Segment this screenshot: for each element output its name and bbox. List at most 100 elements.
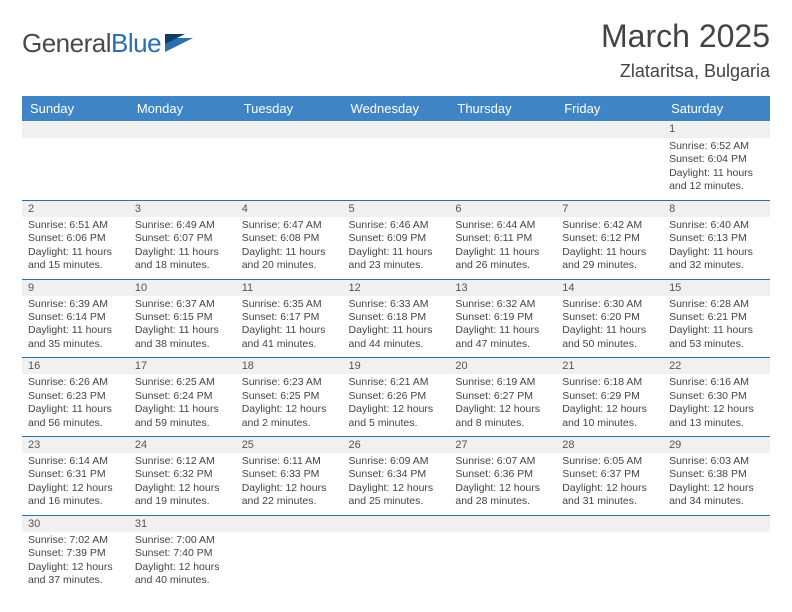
day-number: 2 <box>22 201 129 217</box>
month-title: March 2025 <box>601 18 770 55</box>
sunrise-text: Sunrise: 6:28 AM <box>669 298 764 311</box>
daylight-text: Daylight: 11 hours and 53 minutes. <box>669 324 764 351</box>
day-detail: Sunrise: 6:42 AMSunset: 6:12 PMDaylight:… <box>556 217 663 279</box>
sunrise-text: Sunrise: 6:03 AM <box>669 455 764 468</box>
day-detail: Sunrise: 6:37 AMSunset: 6:15 PMDaylight:… <box>129 296 236 358</box>
day-number: 1 <box>663 121 770 138</box>
sunrise-text: Sunrise: 6:52 AM <box>669 140 764 153</box>
day-number-empty <box>343 516 450 532</box>
sunset-text: Sunset: 6:14 PM <box>28 311 123 324</box>
day-number: 7 <box>556 201 663 217</box>
daylight-text: Daylight: 11 hours and 12 minutes. <box>669 167 764 194</box>
day-number-empty <box>663 516 770 532</box>
daylight-text: Daylight: 12 hours and 40 minutes. <box>135 561 230 588</box>
day-number: 4 <box>236 201 343 217</box>
calendar-cell: 3Sunrise: 6:49 AMSunset: 6:07 PMDaylight… <box>129 200 236 279</box>
calendar-cell-empty <box>343 515 450 593</box>
day-number-empty <box>236 121 343 138</box>
calendar-cell-empty <box>22 121 129 200</box>
sunset-text: Sunset: 6:15 PM <box>135 311 230 324</box>
day-detail: Sunrise: 6:23 AMSunset: 6:25 PMDaylight:… <box>236 374 343 436</box>
calendar-header-row: SundayMondayTuesdayWednesdayThursdayFrid… <box>22 96 770 121</box>
day-number: 18 <box>236 358 343 374</box>
daylight-text: Daylight: 12 hours and 2 minutes. <box>242 403 337 430</box>
calendar-cell-empty <box>343 121 450 200</box>
daylight-text: Daylight: 12 hours and 8 minutes. <box>455 403 550 430</box>
day-number: 16 <box>22 358 129 374</box>
calendar-cell: 19Sunrise: 6:21 AMSunset: 6:26 PMDayligh… <box>343 358 450 437</box>
day-detail: Sunrise: 6:21 AMSunset: 6:26 PMDaylight:… <box>343 374 450 436</box>
day-detail: Sunrise: 6:07 AMSunset: 6:36 PMDaylight:… <box>449 453 556 515</box>
day-number: 22 <box>663 358 770 374</box>
day-detail: Sunrise: 6:18 AMSunset: 6:29 PMDaylight:… <box>556 374 663 436</box>
daylight-text: Daylight: 12 hours and 28 minutes. <box>455 482 550 509</box>
calendar-body: 1Sunrise: 6:52 AMSunset: 6:04 PMDaylight… <box>22 121 770 594</box>
sunset-text: Sunset: 6:18 PM <box>349 311 444 324</box>
day-number: 29 <box>663 437 770 453</box>
sunrise-text: Sunrise: 6:40 AM <box>669 219 764 232</box>
daylight-text: Daylight: 12 hours and 34 minutes. <box>669 482 764 509</box>
sunset-text: Sunset: 6:09 PM <box>349 232 444 245</box>
sunset-text: Sunset: 6:11 PM <box>455 232 550 245</box>
day-detail: Sunrise: 6:52 AMSunset: 6:04 PMDaylight:… <box>663 138 770 200</box>
day-number: 13 <box>449 280 556 296</box>
day-detail: Sunrise: 6:33 AMSunset: 6:18 PMDaylight:… <box>343 296 450 358</box>
calendar-cell-empty <box>449 515 556 593</box>
daylight-text: Daylight: 11 hours and 32 minutes. <box>669 246 764 273</box>
day-number: 15 <box>663 280 770 296</box>
sunset-text: Sunset: 6:32 PM <box>135 468 230 481</box>
sunset-text: Sunset: 7:39 PM <box>28 547 123 560</box>
daylight-text: Daylight: 12 hours and 31 minutes. <box>562 482 657 509</box>
sunset-text: Sunset: 6:26 PM <box>349 390 444 403</box>
day-number-empty <box>343 121 450 138</box>
daylight-text: Daylight: 11 hours and 29 minutes. <box>562 246 657 273</box>
sunset-text: Sunset: 6:31 PM <box>28 468 123 481</box>
sunrise-text: Sunrise: 6:47 AM <box>242 219 337 232</box>
day-number: 11 <box>236 280 343 296</box>
page-header: GeneralBlue March 2025 Zlataritsa, Bulga… <box>22 18 770 82</box>
calendar-cell: 22Sunrise: 6:16 AMSunset: 6:30 PMDayligh… <box>663 358 770 437</box>
daylight-text: Daylight: 11 hours and 59 minutes. <box>135 403 230 430</box>
sunrise-text: Sunrise: 6:44 AM <box>455 219 550 232</box>
weekday-header: Sunday <box>22 96 129 121</box>
sunset-text: Sunset: 6:34 PM <box>349 468 444 481</box>
day-number: 30 <box>22 516 129 532</box>
sunrise-text: Sunrise: 7:02 AM <box>28 534 123 547</box>
calendar-cell: 20Sunrise: 6:19 AMSunset: 6:27 PMDayligh… <box>449 358 556 437</box>
day-detail: Sunrise: 6:19 AMSunset: 6:27 PMDaylight:… <box>449 374 556 436</box>
calendar-cell: 26Sunrise: 6:09 AMSunset: 6:34 PMDayligh… <box>343 437 450 516</box>
calendar-cell: 29Sunrise: 6:03 AMSunset: 6:38 PMDayligh… <box>663 437 770 516</box>
calendar-cell: 30 Sunrise: 7:02 AMSunset: 7:39 PMDayligh… <box>22 515 129 593</box>
day-number-empty <box>556 516 663 532</box>
sunset-text: Sunset: 6:17 PM <box>242 311 337 324</box>
daylight-text: Daylight: 11 hours and 15 minutes. <box>28 246 123 273</box>
sunset-text: Sunset: 6:19 PM <box>455 311 550 324</box>
day-detail: Sunrise: 6:44 AMSunset: 6:11 PMDaylight:… <box>449 217 556 279</box>
daylight-text: Daylight: 12 hours and 37 minutes. <box>28 561 123 588</box>
calendar-cell: 23Sunrise: 6:14 AMSunset: 6:31 PMDayligh… <box>22 437 129 516</box>
day-number: 26 <box>343 437 450 453</box>
daylight-text: Daylight: 11 hours and 56 minutes. <box>28 403 123 430</box>
sunrise-text: Sunrise: 6:37 AM <box>135 298 230 311</box>
weekday-header: Wednesday <box>343 96 450 121</box>
day-number: 19 <box>343 358 450 374</box>
calendar-cell: 1Sunrise: 6:52 AMSunset: 6:04 PMDaylight… <box>663 121 770 200</box>
day-number-empty <box>236 516 343 532</box>
calendar-week-row: 9Sunrise: 6:39 AMSunset: 6:14 PMDaylight… <box>22 279 770 358</box>
day-number: 3 <box>129 201 236 217</box>
sunset-text: Sunset: 6:33 PM <box>242 468 337 481</box>
day-detail: Sunrise: 6:05 AMSunset: 6:37 PMDaylight:… <box>556 453 663 515</box>
day-detail: Sunrise: 6:32 AMSunset: 6:19 PMDaylight:… <box>449 296 556 358</box>
daylight-text: Daylight: 12 hours and 5 minutes. <box>349 403 444 430</box>
day-number: 21 <box>556 358 663 374</box>
day-detail: Sunrise: 6:11 AMSunset: 6:33 PMDaylight:… <box>236 453 343 515</box>
calendar-cell: 17Sunrise: 6:25 AMSunset: 6:24 PMDayligh… <box>129 358 236 437</box>
location-subtitle: Zlataritsa, Bulgaria <box>601 61 770 82</box>
calendar-cell: 4Sunrise: 6:47 AMSunset: 6:08 PMDaylight… <box>236 200 343 279</box>
sunrise-text: Sunrise: 6:18 AM <box>562 376 657 389</box>
sunset-text: Sunset: 6:27 PM <box>455 390 550 403</box>
sunrise-text: Sunrise: 6:16 AM <box>669 376 764 389</box>
sunset-text: Sunset: 6:30 PM <box>669 390 764 403</box>
day-detail: Sunrise: 6:30 AMSunset: 6:20 PMDaylight:… <box>556 296 663 358</box>
calendar-cell: 25Sunrise: 6:11 AMSunset: 6:33 PMDayligh… <box>236 437 343 516</box>
